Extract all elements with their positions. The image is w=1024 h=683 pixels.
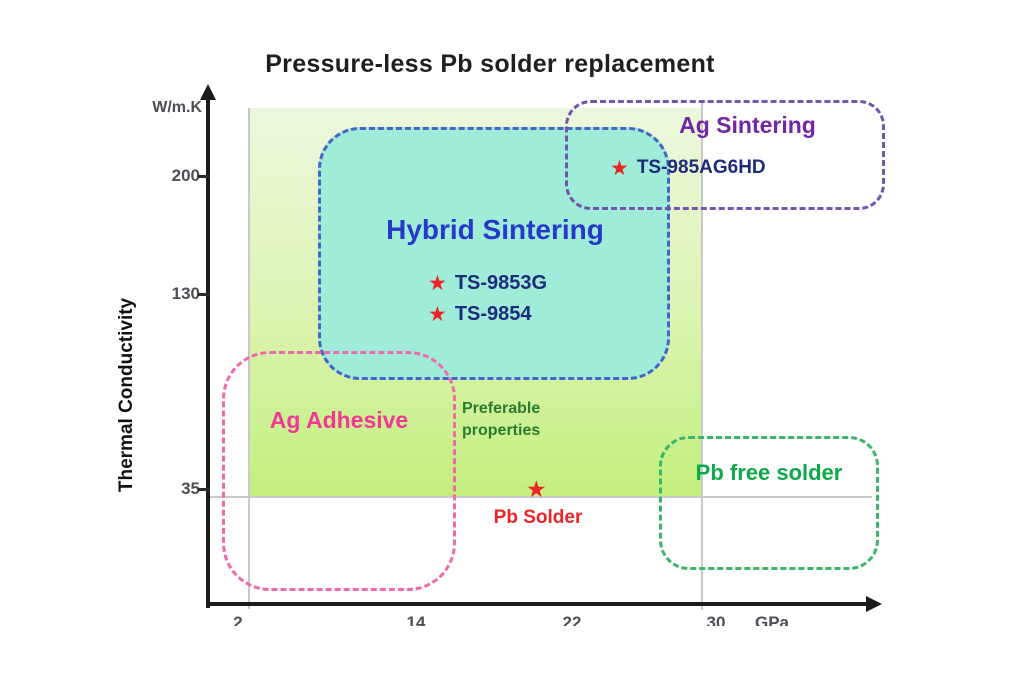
data-point-ts-9853g: ★ TS-9853G (428, 272, 547, 295)
y-tick-mark (198, 293, 210, 296)
star-icon: ★ (610, 156, 629, 180)
y-tick-mark (198, 175, 210, 178)
y-axis-line (206, 98, 210, 608)
chart-title: Pressure-less Pb solder replacement (265, 50, 715, 78)
star-icon: ★ (526, 476, 547, 502)
x-axis-line (206, 602, 870, 606)
hybrid-sintering-label: Hybrid Sintering (386, 214, 604, 245)
guide-line-horizontal (208, 496, 872, 498)
y-tick-200: 200 (171, 166, 200, 185)
guide-line-right (701, 100, 703, 610)
ag-sintering-label: Ag Sintering (679, 112, 816, 138)
x-tick-22: 22 (562, 613, 582, 626)
data-point-label: TS-9853G (454, 272, 548, 294)
star-icon: ★ (428, 272, 447, 295)
x-axis-unit-label: GPa (754, 613, 790, 626)
region-ag-adhesive (222, 351, 456, 591)
ag-adhesive-label: Ag Adhesive (269, 407, 409, 433)
y-axis-unit-label: W/m.K (152, 99, 202, 116)
x-axis-arrow-icon (866, 596, 882, 612)
y-axis-title: Thermal Conductivity (116, 297, 137, 493)
y-tick-130: 130 (171, 284, 200, 303)
data-point-label: TS-985AG6HD (636, 157, 766, 178)
region-hybrid-sintering (318, 127, 670, 380)
region-pb-free-solder (659, 436, 879, 570)
preferable-properties-label: Preferable properties (462, 400, 541, 440)
x-tick-14: 14 (406, 613, 426, 626)
y-axis-arrow-icon (200, 84, 216, 100)
y-tick-mark (198, 488, 210, 491)
data-point-ts-9854: ★ TS-9854 (428, 303, 532, 326)
x-tick-30: 30 (706, 613, 726, 626)
data-point-ts-985ag6hd: ★ TS-985AG6HD (610, 157, 766, 179)
x-tick-2: 2 (233, 613, 243, 626)
x-axis-tick-row: 2 14 22 30 GPa (206, 613, 878, 626)
region-ag-sintering (565, 100, 885, 210)
pb-solder-label: Pb Solder (493, 507, 583, 528)
y-tick-35: 35 (181, 479, 200, 498)
data-point-label: TS-9854 (454, 303, 532, 325)
star-icon: ★ (428, 303, 447, 326)
pb-free-solder-label: Pb free solder (695, 460, 843, 485)
